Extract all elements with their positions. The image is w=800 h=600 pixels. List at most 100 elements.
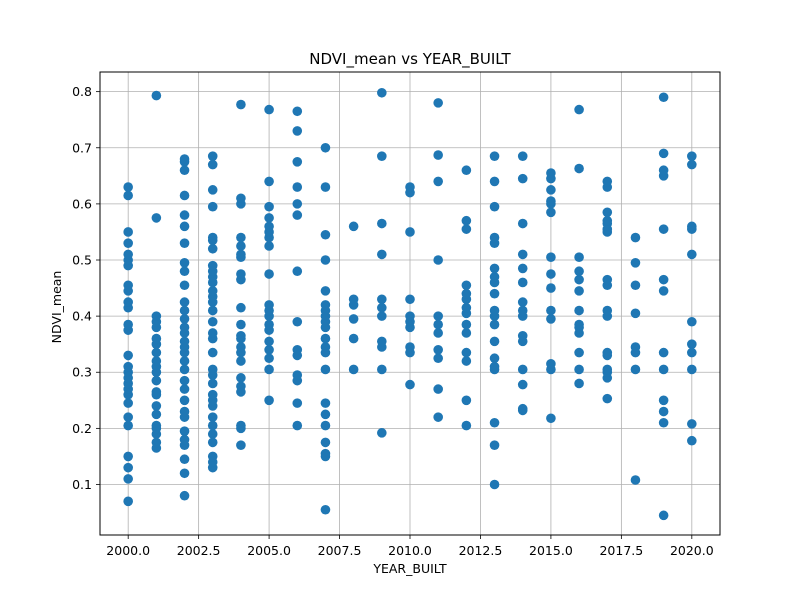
data-point [461,224,472,234]
data-point [630,308,641,319]
data-point [236,381,246,392]
data-point [123,238,133,248]
data-point [236,302,246,313]
data-point [264,241,274,251]
data-point [264,300,274,310]
data-point [433,176,443,187]
data-point [517,364,528,375]
data-point [292,126,303,136]
data-point [546,314,556,324]
data-point [207,429,218,439]
data-point [179,395,190,406]
data-point [179,238,190,248]
data-point [207,201,218,212]
data-point [179,406,190,417]
data-point [517,330,528,341]
data-point [630,258,641,268]
data-point [574,266,584,277]
data-point [658,347,669,358]
data-point [236,99,246,110]
data-point [658,395,669,406]
data-point [123,420,133,431]
data-point [489,319,500,330]
data-point [320,255,331,265]
data-point [207,151,218,161]
data-point [377,311,387,321]
x-tick-label: 2002.5 [177,543,221,558]
data-point [461,302,472,313]
data-point [630,232,641,243]
data-point [179,356,190,366]
data-point [546,207,556,218]
data-point [264,364,274,375]
y-tick-label: 0.8 [72,84,92,99]
data-point [546,283,556,293]
data-point [489,201,500,212]
data-point [630,475,641,485]
data-point [546,413,556,424]
data-point [179,165,190,176]
data-point [264,395,274,406]
data-point [292,106,303,117]
data-point [574,274,584,285]
data-point [433,98,443,108]
data-point [123,249,133,260]
data-point [687,339,697,349]
data-point [489,272,500,282]
data-point [151,409,162,420]
data-point [433,412,443,422]
data-point [207,412,218,422]
data-point [292,156,303,167]
data-point [207,451,218,462]
data-point [123,297,133,307]
data-point [461,288,472,299]
data-point [574,163,584,174]
x-axis: 2000.0 2002.5 2005.0 2007.5 2010.0 2012.5 2015… [106,535,714,558]
data-point [207,243,218,254]
data-point [687,249,697,260]
data-point [151,311,162,321]
data-point [264,319,274,330]
data-point [461,356,472,366]
data-point [292,266,303,277]
data-point [179,364,190,375]
data-point [292,210,303,220]
data-point [602,393,613,404]
data-point [264,176,274,187]
data-point [348,314,359,324]
data-point [630,364,641,375]
data-point [320,229,331,240]
data-point [574,319,584,330]
data-point [489,353,500,364]
data-point [264,104,274,115]
data-point [320,398,331,408]
data-point [207,420,218,431]
data-point [630,342,641,352]
data-point [517,297,528,307]
data-point [207,316,218,327]
data-point [687,419,697,429]
data-point [489,479,500,490]
data-point [546,252,556,262]
data-point [123,350,133,361]
data-point [433,328,443,338]
data-point [207,389,218,400]
data-point [489,417,500,428]
data-point [207,437,218,448]
data-point [123,361,133,372]
data-point [489,151,500,161]
data-point [574,378,584,389]
data-point [179,314,190,324]
data-point [489,361,500,372]
data-point [546,305,556,316]
data-point [377,151,387,161]
data-point [461,395,472,406]
data-point [405,342,415,352]
data-point [405,227,415,237]
data-point [602,176,613,187]
data-point [207,378,218,389]
x-tick-label: 2015.0 [529,543,573,558]
data-point [405,379,415,390]
data-point [179,297,190,307]
